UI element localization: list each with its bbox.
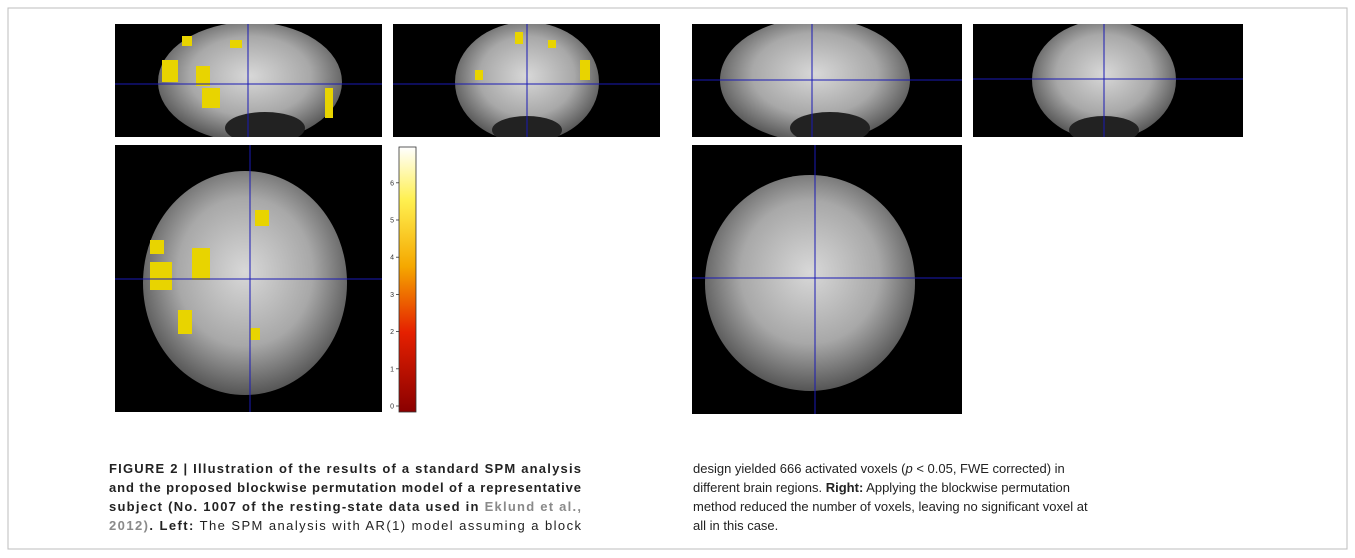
caption-text: The SPM analysis with AR(1) model assumi… — [195, 518, 582, 533]
colorbar-tick-label: 4 — [390, 255, 394, 262]
caption-text: subject (No. 1007 of the resting-state d… — [109, 499, 483, 514]
caption-line: FIGURE 2 | Illustration of the results o… — [109, 461, 581, 476]
caption-line: different brain regions. Right: Applying… — [693, 480, 1070, 495]
caption-text: . Left: — [149, 518, 193, 533]
figure-page: 0 1 2 3 4 5 6 FIGURE 2 | Illustration of the r… — [0, 0, 1355, 558]
caption-text: design yielded 666 activated voxels ( — [693, 461, 906, 476]
right-sagittal — [692, 18, 962, 144]
caption-text: < 0.05, FWE corrected) in — [913, 461, 1065, 476]
colorbar-tick-label: 5 — [390, 218, 394, 225]
caption-text: and the proposed blockwise permutation m… — [109, 480, 581, 495]
caption-text: Applying the blockwise permutation — [863, 480, 1070, 495]
caption-line: subject (No. 1007 of the resting-state d… — [109, 499, 581, 514]
caption-line: 2012). Left: The SPM analysis with AR(1)… — [109, 518, 582, 533]
colorbar-tick-label: 2 — [390, 329, 394, 336]
caption-text: method reduced the number of voxels, lea… — [693, 499, 1088, 514]
caption-line: method reduced the number of voxels, lea… — [693, 499, 1088, 514]
caption-text: FIGURE 2 | Illustration of the results o… — [109, 461, 581, 476]
caption-text: different brain regions. — [693, 480, 826, 495]
caption-line: and the proposed blockwise permutation m… — [109, 480, 581, 495]
colorbar: 0 1 2 3 4 5 6 — [390, 147, 416, 412]
left-sagittal — [115, 22, 382, 144]
colorbar-tick-label: 1 — [390, 366, 394, 373]
colorbar-tick-label: 0 — [390, 404, 394, 411]
citation-link[interactable]: Eklund et al., — [485, 499, 581, 514]
right-axial — [692, 145, 962, 414]
caption: FIGURE 2 | Illustration of the results o… — [109, 461, 1088, 533]
caption-line: design yielded 666 activated voxels (p <… — [693, 461, 1065, 476]
left-coronal — [393, 22, 660, 144]
left-axial — [115, 145, 382, 412]
colorbar-tick-label: 6 — [390, 180, 394, 187]
citation-link[interactable]: 2012) — [109, 518, 148, 533]
right-coronal — [973, 20, 1243, 144]
caption-line: all in this case. — [693, 518, 778, 533]
caption-text: all in this case. — [693, 518, 778, 533]
caption-text: p — [904, 461, 912, 476]
caption-text: Right: — [826, 480, 864, 495]
colorbar-tick-label: 3 — [390, 292, 394, 299]
